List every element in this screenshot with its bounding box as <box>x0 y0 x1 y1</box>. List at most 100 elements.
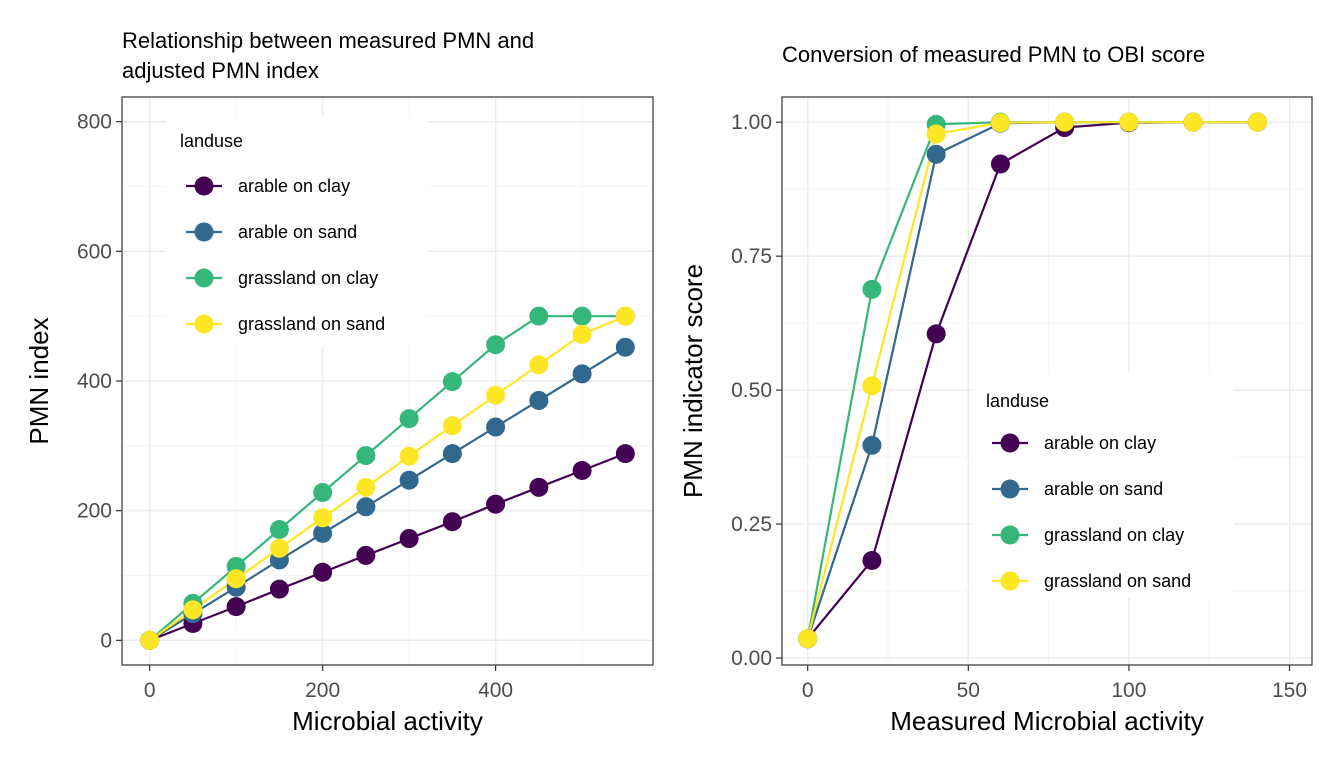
chart-panel-left: Relationship between measured PMN and adj… <box>24 28 654 736</box>
x-axis-title: Microbial activity <box>292 706 483 736</box>
data-point-arable-on-sand <box>862 435 882 455</box>
x-tick-label: 0 <box>802 679 814 702</box>
series-line-grassland-on-clay <box>148 315 626 642</box>
legend-title: landuse <box>986 391 1049 411</box>
y-tick-label: 600 <box>77 240 112 263</box>
data-point-arable-on-clay <box>486 494 506 514</box>
legend-title: landuse <box>180 131 243 151</box>
legend-label: grassland on clay <box>1044 525 1184 545</box>
data-point-grassland-on-sand <box>572 324 592 344</box>
data-point-arable-on-sand <box>572 364 592 384</box>
legend-label: arable on sand <box>1044 479 1163 499</box>
y-axis-title: PMN index <box>24 317 54 444</box>
legend-key-point <box>194 314 214 334</box>
chart-title-line: Relationship between measured PMN and <box>122 28 534 53</box>
legend-key-point <box>194 176 214 196</box>
legend-key-point <box>194 268 214 288</box>
y-tick-label: 800 <box>77 111 112 134</box>
data-point-grassland-on-sand <box>862 376 882 396</box>
data-point-grassland-on-clay <box>442 372 462 392</box>
y-tick-label: 0.50 <box>731 379 772 402</box>
data-point-grassland-on-sand <box>1119 112 1139 132</box>
data-point-grassland-on-sand <box>1055 112 1075 132</box>
data-point-grassland-on-clay <box>356 446 376 466</box>
data-point-grassland-on-sand <box>183 600 203 620</box>
y-tick-label: 400 <box>77 370 112 393</box>
y-tick-label: 0.75 <box>731 245 772 268</box>
data-point-arable-on-clay <box>399 529 419 549</box>
data-point-arable-on-sand <box>926 144 946 164</box>
data-point-grassland-on-sand <box>442 416 462 436</box>
x-tick-label: 200 <box>305 679 340 702</box>
y-tick-label: 1.00 <box>731 111 772 134</box>
data-point-arable-on-clay <box>529 477 549 497</box>
x-axis-title: Measured Microbial activity <box>890 706 1204 736</box>
data-point-arable-on-clay <box>226 597 246 617</box>
legend-key-point <box>1000 479 1020 499</box>
series-line-arable-on-clay <box>149 452 626 642</box>
data-point-grassland-on-clay <box>313 483 333 503</box>
legend-label: grassland on clay <box>238 268 378 288</box>
legend-key-point <box>194 222 214 242</box>
chart-title-line: Conversion of measured PMN to OBI score <box>782 42 1205 67</box>
data-point-grassland-on-sand <box>1183 112 1203 132</box>
legend: landuse arable on clay arable on sand grass… <box>166 116 428 346</box>
legend-label: arable on clay <box>238 176 350 196</box>
y-tick-label: 0.25 <box>731 513 772 536</box>
panel-border <box>781 96 1313 666</box>
series-line-arable-on-sand <box>149 346 626 642</box>
data-point-grassland-on-clay <box>572 306 592 326</box>
data-point-arable-on-sand <box>313 523 333 543</box>
data-point-grassland-on-sand <box>529 355 549 375</box>
legend-key-point <box>1000 571 1020 591</box>
data-point-grassland-on-clay <box>486 335 506 355</box>
data-point-arable-on-sand <box>356 497 376 517</box>
data-point-arable-on-sand <box>615 337 635 357</box>
data-point-grassland-on-sand <box>269 538 289 558</box>
data-point-grassland-on-clay <box>269 519 289 539</box>
legend-label: arable on sand <box>238 222 357 242</box>
data-point-grassland-on-clay <box>529 306 549 326</box>
x-tick-label: 0 <box>144 679 156 702</box>
data-point-grassland-on-sand <box>1247 112 1267 132</box>
chart-title-line: adjusted PMN index <box>122 58 319 83</box>
x-tick-label: 100 <box>1111 679 1146 702</box>
data-point-grassland-on-sand <box>615 306 635 326</box>
data-point-grassland-on-clay <box>862 279 882 299</box>
data-point-arable-on-clay <box>615 444 635 464</box>
data-point-arable-on-clay <box>926 324 946 344</box>
legend-key-point <box>1000 525 1020 545</box>
data-point-arable-on-sand <box>486 417 506 437</box>
y-tick-label: 0 <box>100 629 112 652</box>
data-point-grassland-on-sand <box>356 477 376 497</box>
data-point-grassland-on-sand <box>226 569 246 589</box>
data-point-grassland-on-sand <box>399 446 419 466</box>
y-tick-label: 200 <box>77 500 112 523</box>
data-point-grassland-on-sand <box>313 508 333 528</box>
data-point-arable-on-clay <box>442 512 462 532</box>
data-point-arable-on-sand <box>529 390 549 410</box>
legend-label: arable on clay <box>1044 433 1156 453</box>
data-point-grassland-on-sand <box>486 385 506 405</box>
data-point-arable-on-clay <box>313 562 333 582</box>
series-line-grassland-on-sand <box>806 121 1258 639</box>
data-point-arable-on-clay <box>572 460 592 480</box>
data-point-arable-on-clay <box>990 154 1010 174</box>
chart-panel-right: Conversion of measured PMN to OBI score 0… <box>678 42 1313 736</box>
data-point-arable-on-clay <box>356 545 376 565</box>
data-point-arable-on-sand <box>399 470 419 490</box>
legend-label: grassland on sand <box>238 314 385 334</box>
data-point-grassland-on-sand <box>140 630 160 650</box>
y-tick-label: 0.00 <box>731 647 772 670</box>
x-tick-label: 150 <box>1272 679 1307 702</box>
legend-key-point <box>1000 433 1020 453</box>
data-point-grassland-on-sand <box>798 629 818 649</box>
y-axis-title: PMN indicator score <box>678 264 708 498</box>
series-line-grassland-on-sand <box>149 315 626 642</box>
data-point-arable-on-sand <box>442 444 462 464</box>
data-point-grassland-on-sand <box>990 113 1010 133</box>
x-tick-label: 400 <box>478 679 513 702</box>
legend: landuse arable on clay arable on sand grass… <box>972 373 1234 598</box>
x-tick-label: 50 <box>957 679 980 702</box>
